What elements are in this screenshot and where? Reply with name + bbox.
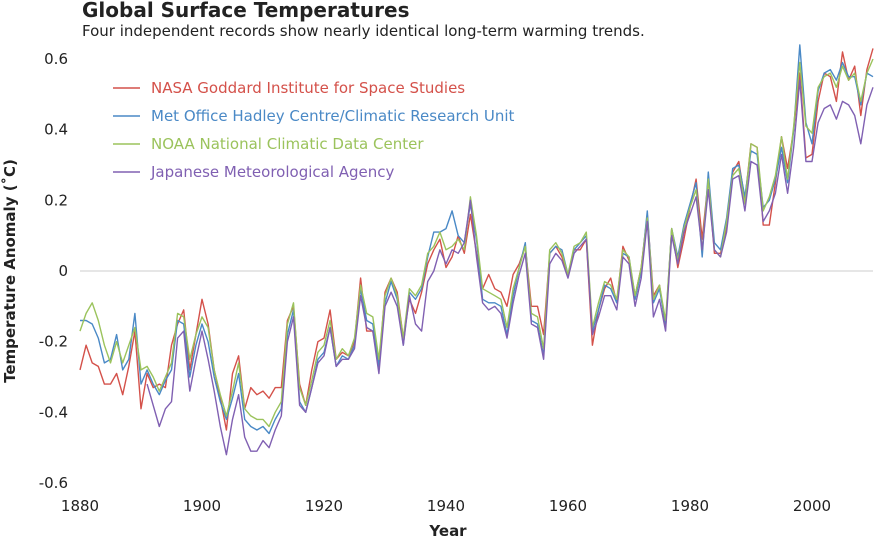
y-tick-label: 0.2 bbox=[44, 191, 68, 209]
y-tick-label: -0.2 bbox=[39, 333, 68, 351]
x-axis-label: Year bbox=[428, 522, 467, 539]
y-tick-label: 0.6 bbox=[44, 50, 68, 68]
x-tick-label: 1920 bbox=[305, 497, 343, 515]
x-tick-label: 2000 bbox=[793, 497, 831, 515]
y-tick-label: -0.4 bbox=[39, 403, 68, 421]
x-tick-label: 1960 bbox=[549, 497, 587, 515]
y-tick-label: 0.4 bbox=[44, 121, 68, 139]
chart-title: Global Surface Temperatures bbox=[82, 0, 410, 22]
series-line-3 bbox=[79, 58, 874, 428]
legend-label: NASA Goddard Institute for Space Studies bbox=[151, 79, 465, 97]
x-tick-label: 1940 bbox=[427, 497, 465, 515]
chart-subtitle: Four independent records show nearly ide… bbox=[82, 22, 645, 40]
y-tick-label: 0 bbox=[58, 262, 68, 280]
x-tick-label: 1880 bbox=[61, 497, 99, 515]
legend-label: NOAA National Climatic Data Center bbox=[151, 135, 424, 153]
series-line-4 bbox=[146, 79, 874, 456]
x-tick-label: 1900 bbox=[183, 497, 221, 515]
legend-label: Japanese Meteorological Agency bbox=[150, 163, 395, 181]
y-axis-label: Temperature Anomaly (˚C) bbox=[1, 159, 19, 383]
x-tick-label: 1980 bbox=[671, 497, 709, 515]
y-tick-label: -0.6 bbox=[39, 474, 68, 492]
legend-label: Met Office Hadley Centre/Climatic Resear… bbox=[151, 107, 515, 125]
